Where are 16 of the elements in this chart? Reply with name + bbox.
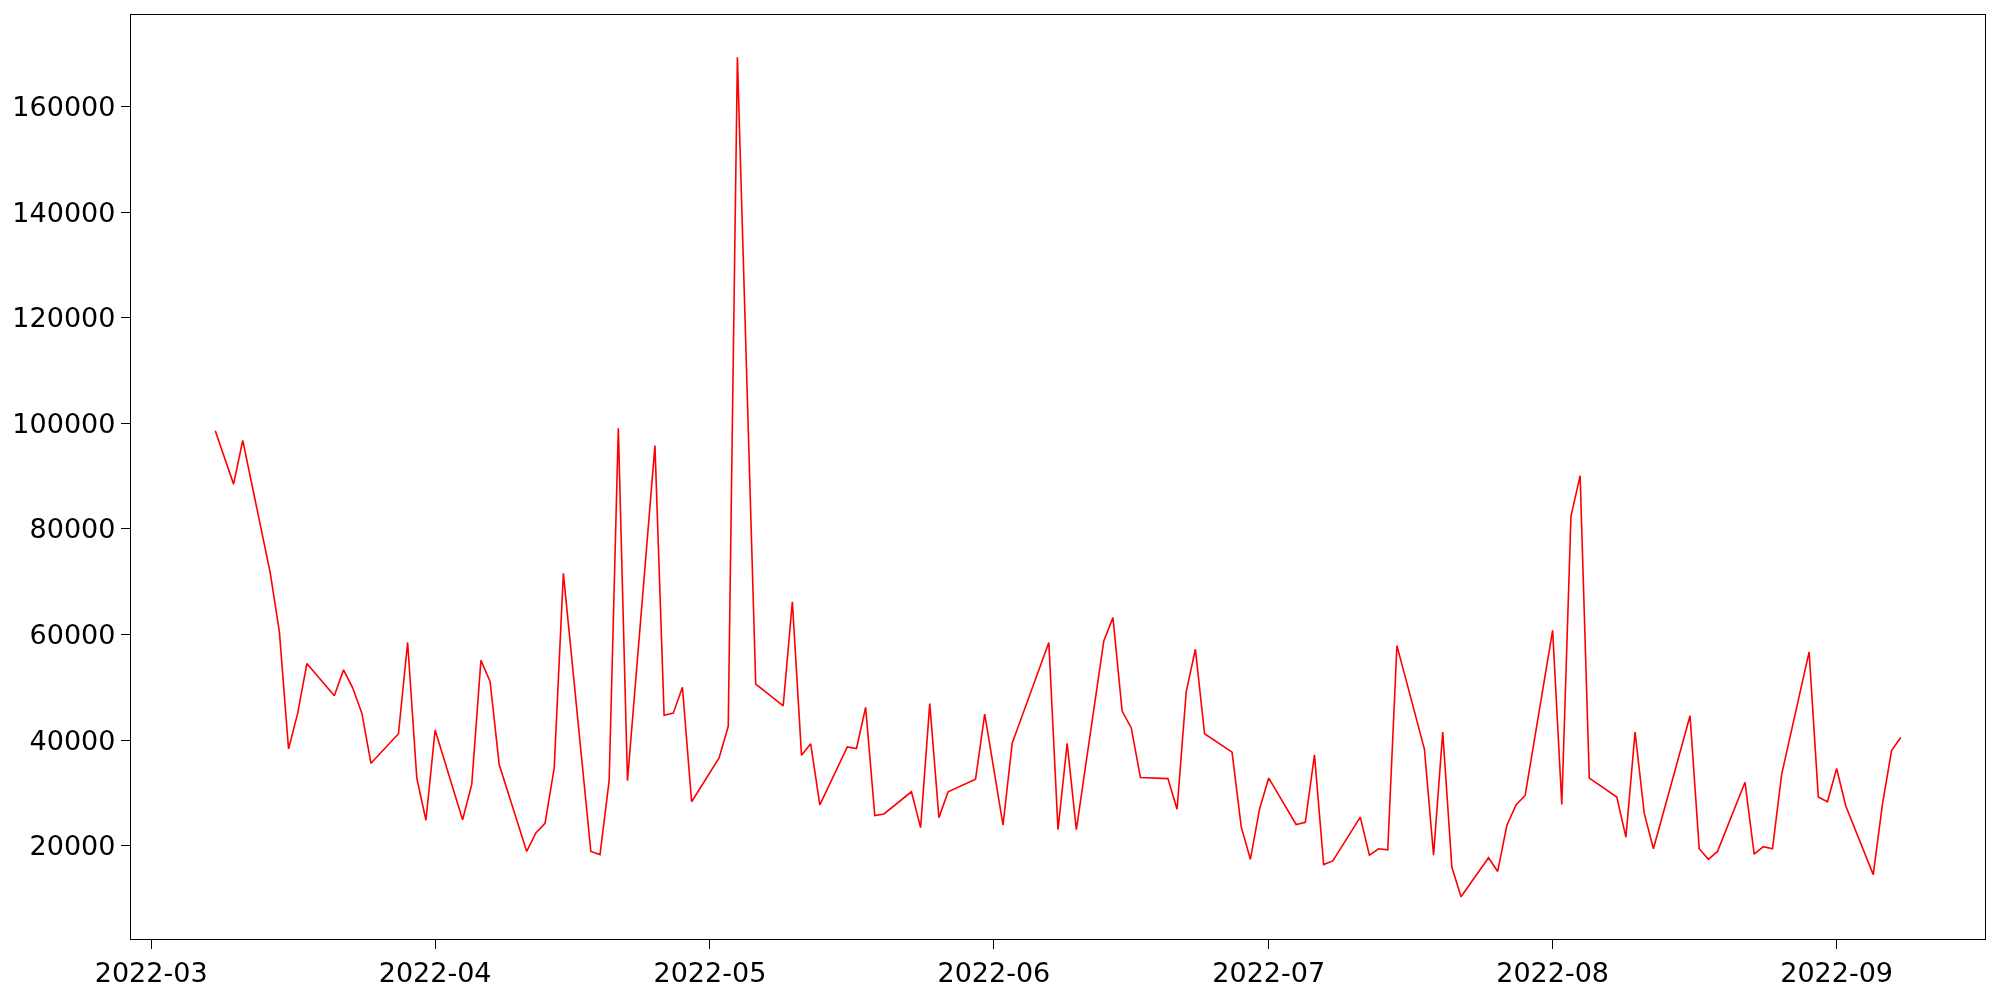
y-tick-label: 120000 [12,302,116,334]
y-tick-label: 40000 [29,724,116,756]
y-tick-label: 160000 [12,91,116,123]
x-tick-label: 2022-03 [94,956,208,988]
x-tick-label: 2022-07 [1212,956,1326,988]
x-tick-label: 2022-06 [937,956,1051,988]
x-tick-label: 2022-05 [653,956,767,988]
x-tick-label: 2022-09 [1780,956,1894,988]
y-tick-label: 20000 [29,830,116,862]
line-series [214,56,1902,898]
y-tick-label: 100000 [12,407,116,439]
y-tick-label: 140000 [12,196,116,228]
x-tick-label: 2022-08 [1496,956,1610,988]
x-tick-label: 2022-04 [378,956,492,988]
y-tick-label: 60000 [29,618,116,650]
y-tick-label: 80000 [29,513,116,545]
